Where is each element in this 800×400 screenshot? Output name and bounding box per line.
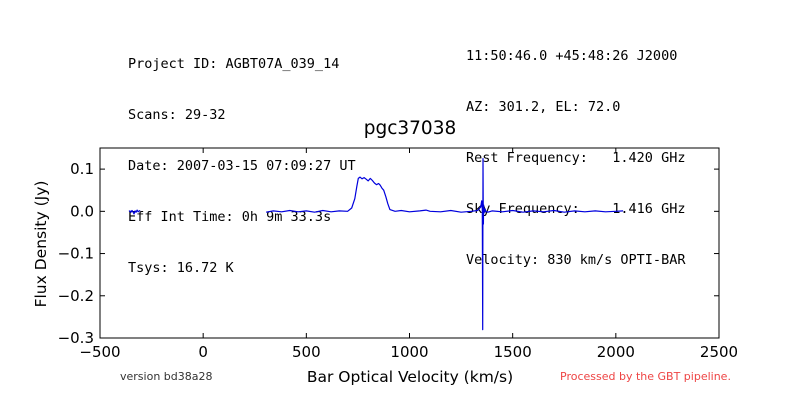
x-tick-label: −500: [79, 343, 120, 361]
x-tick-label: 1000: [390, 343, 428, 361]
y-axis-title: Flux Density (Jy): [32, 181, 50, 308]
observation-info-right: 11:50:46.0 +45:48:26 J2000 AZ: 301.2, EL…: [466, 14, 685, 286]
az-el-text: AZ: 301.2, EL: 72.0: [466, 99, 621, 115]
project-id-text: Project ID: AGBT07A_039_14: [128, 56, 340, 72]
x-tick-label: 0: [198, 343, 208, 361]
chart-title: pgc37038: [364, 118, 457, 139]
x-tick-label: 2500: [700, 343, 738, 361]
y-tick-label: −0.3: [58, 329, 94, 347]
x-tick-label: 2000: [597, 343, 635, 361]
spectrum-line: [128, 209, 141, 215]
y-tick-label: 0.1: [70, 160, 94, 178]
tick-layer: −500 0 500 1000 1500 2000 2500 0.1 0.0 −0.1 −0.2 −0…: [58, 148, 738, 361]
pipeline-note: Processed by the GBT pipeline.: [560, 370, 731, 383]
y-tick-label: −0.2: [58, 287, 94, 305]
observation-info-left: Project ID: AGBT07A_039_14 Scans: 29-32 …: [128, 22, 356, 294]
velocity-text: Velocity: 830 km/s OPTI-BAR: [466, 252, 686, 268]
coordinates-text: 11:50:46.0 +45:48:26 J2000: [466, 48, 678, 64]
spectrum-line: [265, 158, 624, 331]
x-tick-label: 1500: [494, 343, 532, 361]
date-text: Date: 2007-03-15 07:09:27 UT: [128, 158, 356, 174]
y-tick-label: −0.1: [58, 245, 94, 263]
y-tick-label: 0.0: [70, 202, 94, 220]
plot-frame: [99, 147, 720, 339]
integration-time-text: Eff Int Time: 0h 9m 33.3s: [128, 209, 332, 225]
tsys-text: Tsys: 16.72 K: [128, 260, 234, 276]
version-note: version bd38a28: [120, 370, 213, 383]
x-axis-title: Bar Optical Velocity (km/s): [307, 368, 513, 386]
x-tick-label: 500: [292, 343, 321, 361]
sky-frequency-text: Sky Frequency: 1.416 GHz: [466, 201, 686, 217]
scans-text: Scans: 29-32: [128, 107, 226, 123]
rest-frequency-text: Rest Frequency: 1.420 GHz: [466, 150, 686, 166]
data-layer: [128, 158, 624, 331]
